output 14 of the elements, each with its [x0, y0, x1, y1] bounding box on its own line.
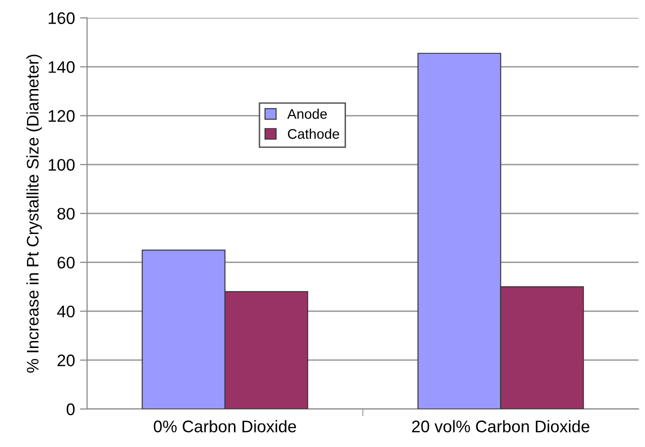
legend-label: Anode	[287, 108, 327, 119]
y-axis-title: % Increase in Pt Crystallite Size (Diameter)	[26, 54, 42, 373]
legend-label: Cathode	[288, 128, 340, 139]
y-tick-label: 80	[57, 208, 75, 220]
y-tick-label: 100	[48, 158, 75, 171]
x-tick-label: 0% Carbon Dioxide	[154, 420, 296, 432]
y-tick-label: 0	[66, 403, 75, 416]
y-tick-label: 140	[48, 61, 75, 73]
y-tick-label: 40	[57, 306, 75, 318]
x-tick-label: 20 vol% Carbon Dioxide	[412, 420, 590, 432]
y-tick-label: 120	[48, 110, 75, 122]
y-tick-label: 20	[58, 354, 75, 366]
y-tick-label: 60	[58, 256, 75, 269]
y-tick-label: 160	[48, 12, 75, 24]
